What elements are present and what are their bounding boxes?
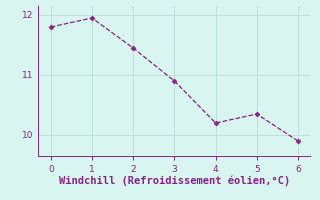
X-axis label: Windchill (Refroidissement éolien,°C): Windchill (Refroidissement éolien,°C)	[59, 175, 290, 186]
